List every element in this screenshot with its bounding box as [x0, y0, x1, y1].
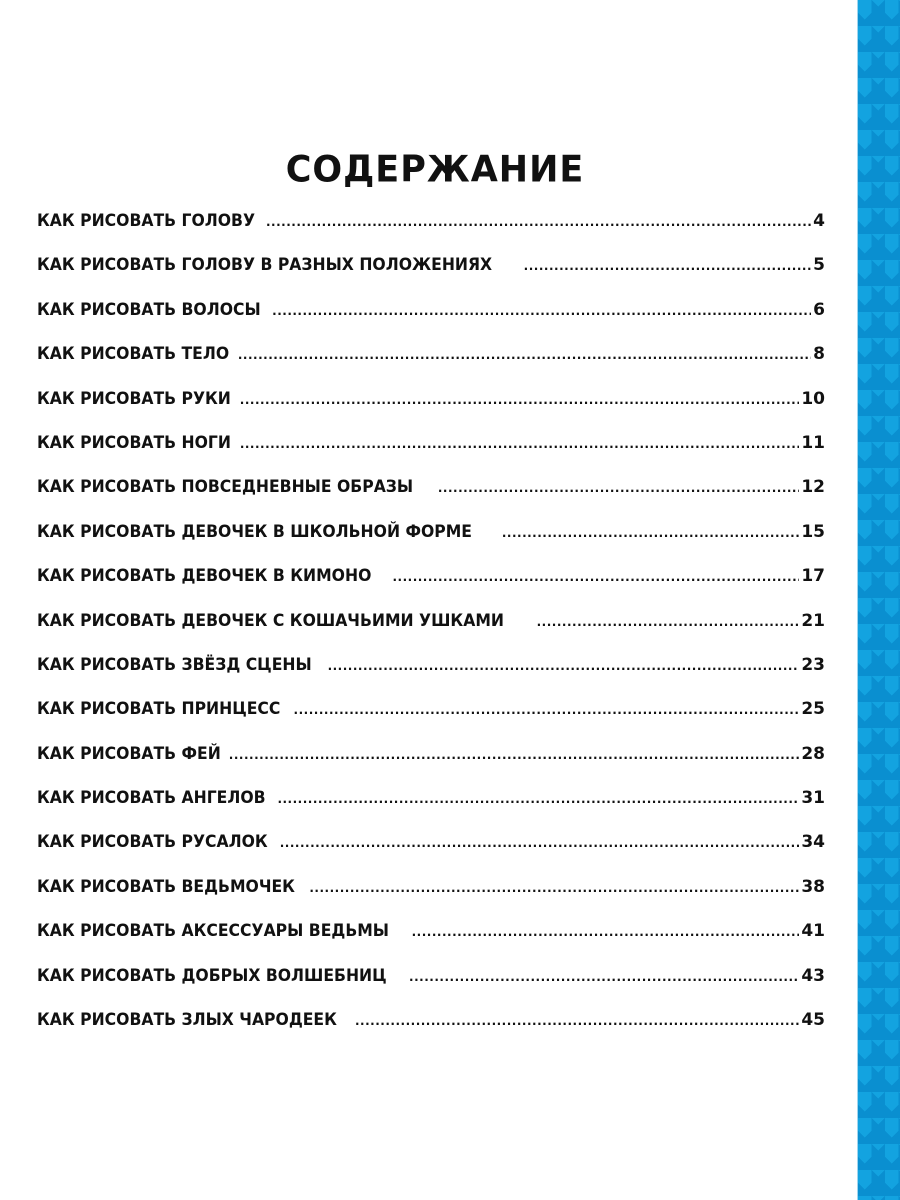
toc-page-number: 41 — [801, 921, 825, 942]
toc-entry-label: КАК РИСОВАТЬ ДЕВОЧЕК В ШКОЛЬНОЙ ФОРМЕ — [37, 521, 473, 542]
dot-leader — [502, 526, 800, 540]
toc-entry-label: КАК РИСОВАТЬ АКСЕССУАРЫ ВЕДЬМЫ — [37, 921, 390, 942]
toc-entry[interactable]: КАК РИСОВАТЬ ПРИНЦЕСС 25 — [37, 699, 825, 743]
toc-entry[interactable]: КАК РИСОВАТЬ ГОЛОВУ В РАЗНЫХ ПОЛОЖЕНИЯХ 5 — [37, 255, 825, 299]
dot-leader — [266, 215, 811, 229]
dot-leader — [272, 304, 811, 318]
toc-page-number: 38 — [801, 876, 825, 897]
toc-entry-label: КАК РИСОВАТЬ ДЕВОЧЕК В КИМОНО — [37, 566, 372, 587]
toc-entry-label: КАК РИСОВАТЬ ПОВСЕДНЕВНЫЕ ОБРАЗЫ — [37, 477, 414, 498]
toc-page-number: 28 — [801, 743, 825, 764]
toc-page-number: 8 — [813, 344, 825, 365]
toc-page-number: 43 — [801, 965, 825, 986]
toc-entry-label: КАК РИСОВАТЬ ЗЛЫХ ЧАРОДЕЕК — [37, 1010, 337, 1031]
toc-page-number: 5 — [813, 255, 825, 276]
toc-entry[interactable]: КАК РИСОВАТЬ ДЕВОЧЕК В КИМОНО 17 — [37, 566, 825, 610]
dot-leader — [537, 615, 800, 629]
toc-entry-label: КАК РИСОВАТЬ ФЕЙ — [37, 743, 221, 764]
toc-page-number: 31 — [801, 788, 825, 809]
toc-entry[interactable]: КАК РИСОВАТЬ ТЕЛО 8 — [37, 344, 825, 388]
toc-page-number: 11 — [801, 432, 825, 453]
toc-entry[interactable]: КАК РИСОВАТЬ ВОЛОСЫ 6 — [37, 300, 825, 344]
toc-entry[interactable]: КАК РИСОВАТЬ ФЕЙ 28 — [37, 744, 825, 788]
dot-leader — [409, 970, 799, 984]
dot-leader — [277, 792, 799, 806]
toc-page-number: 25 — [801, 699, 825, 720]
toc-entry-label: КАК РИСОВАТЬ ДОБРЫХ ВОЛШЕБНИЦ — [37, 965, 387, 986]
toc-page-number: 6 — [813, 299, 825, 320]
toc-page-number: 23 — [801, 654, 825, 675]
toc-entry[interactable]: КАК РИСОВАТЬ АНГЕЛОВ 31 — [37, 788, 825, 832]
dot-leader — [328, 659, 800, 673]
dot-leader — [294, 703, 800, 717]
toc-page-number: 45 — [801, 1010, 825, 1031]
toc-page-number: 4 — [813, 211, 825, 231]
decorative-triangle-border — [857, 0, 900, 1200]
toc-page-number: 10 — [801, 388, 825, 409]
dot-leader — [392, 570, 799, 584]
toc-entry-label: КАК РИСОВАТЬ ВОЛОСЫ — [37, 299, 261, 320]
toc-entry-label: КАК РИСОВАТЬ АНГЕЛОВ — [37, 788, 266, 809]
toc-page-number: 21 — [801, 610, 825, 631]
toc-page-number: 12 — [801, 477, 825, 498]
page-title: СОДЕРЖАНИЕ — [285, 149, 585, 191]
toc-entry[interactable]: КАК РИСОВАТЬ РУСАЛОК 34 — [37, 832, 825, 876]
dot-leader — [524, 259, 811, 273]
toc-entry-label: КАК РИСОВАТЬ ГОЛОВУ — [37, 211, 256, 231]
toc-entry[interactable]: КАК РИСОВАТЬ ГОЛОВУ 4 — [37, 211, 825, 255]
table-of-contents: КАК РИСОВАТЬ ГОЛОВУ4КАК РИСОВАТЬ ГОЛОВУ … — [37, 211, 825, 1054]
toc-entry[interactable]: КАК РИСОВАТЬ НОГИ 11 — [37, 433, 825, 477]
toc-entry[interactable]: КАК РИСОВАТЬ ДЕВОЧЕК В ШКОЛЬНОЙ ФОРМЕ 15 — [37, 522, 825, 566]
toc-page-number: 17 — [801, 566, 825, 587]
toc-entry[interactable]: КАК РИСОВАТЬ ВЕДЬМОЧЕК 38 — [37, 877, 825, 921]
toc-entry[interactable]: КАК РИСОВАТЬ АКСЕССУАРЫ ВЕДЬМЫ 41 — [37, 921, 825, 965]
dot-leader — [229, 748, 800, 762]
toc-entry-label: КАК РИСОВАТЬ ГОЛОВУ В РАЗНЫХ ПОЛОЖЕНИЯХ — [37, 255, 493, 276]
toc-entry-label: КАК РИСОВАТЬ ПРИНЦЕСС — [37, 699, 281, 720]
toc-entry[interactable]: КАК РИСОВАТЬ ЗВЁЗД СЦЕНЫ 23 — [37, 655, 825, 699]
dot-leader — [238, 348, 811, 362]
toc-page-number: 34 — [801, 832, 825, 853]
toc-entry[interactable]: КАК РИСОВАТЬ ДЕВОЧЕК С КОШАЧЬИМИ УШКАМИ 2… — [37, 611, 825, 655]
dot-leader — [355, 1014, 799, 1028]
toc-entry-label: КАК РИСОВАТЬ ВЕДЬМОЧЕК — [37, 876, 295, 897]
toc-entry[interactable]: КАК РИСОВАТЬ ПОВСЕДНЕВНЫЕ ОБРАЗЫ 12 — [37, 477, 825, 521]
dot-leader — [438, 481, 800, 495]
toc-entry[interactable]: КАК РИСОВАТЬ РУКИ 10 — [37, 389, 825, 433]
toc-page-number: 15 — [801, 521, 825, 542]
toc-entry-label: КАК РИСОВАТЬ ДЕВОЧЕК С КОШАЧЬИМИ УШКАМИ — [37, 610, 504, 631]
toc-entry-label: КАК РИСОВАТЬ РУСАЛОК — [37, 832, 268, 853]
toc-entry-label: КАК РИСОВАТЬ РУКИ — [37, 388, 231, 409]
dot-leader — [309, 881, 799, 895]
dot-leader — [240, 393, 800, 407]
toc-entry-label: КАК РИСОВАТЬ НОГИ — [37, 432, 231, 453]
toc-entry[interactable]: КАК РИСОВАТЬ ЗЛЫХ ЧАРОДЕЕК 45 — [37, 1010, 825, 1054]
dot-leader — [280, 836, 800, 850]
toc-entry-label: КАК РИСОВАТЬ ЗВЁЗД СЦЕНЫ — [37, 654, 312, 675]
toc-entry[interactable]: КАК РИСОВАТЬ ДОБРЫХ ВОЛШЕБНИЦ 43 — [37, 966, 825, 1010]
dot-leader — [240, 437, 800, 451]
toc-entry-label: КАК РИСОВАТЬ ТЕЛО — [37, 344, 230, 365]
dot-leader — [412, 925, 800, 939]
